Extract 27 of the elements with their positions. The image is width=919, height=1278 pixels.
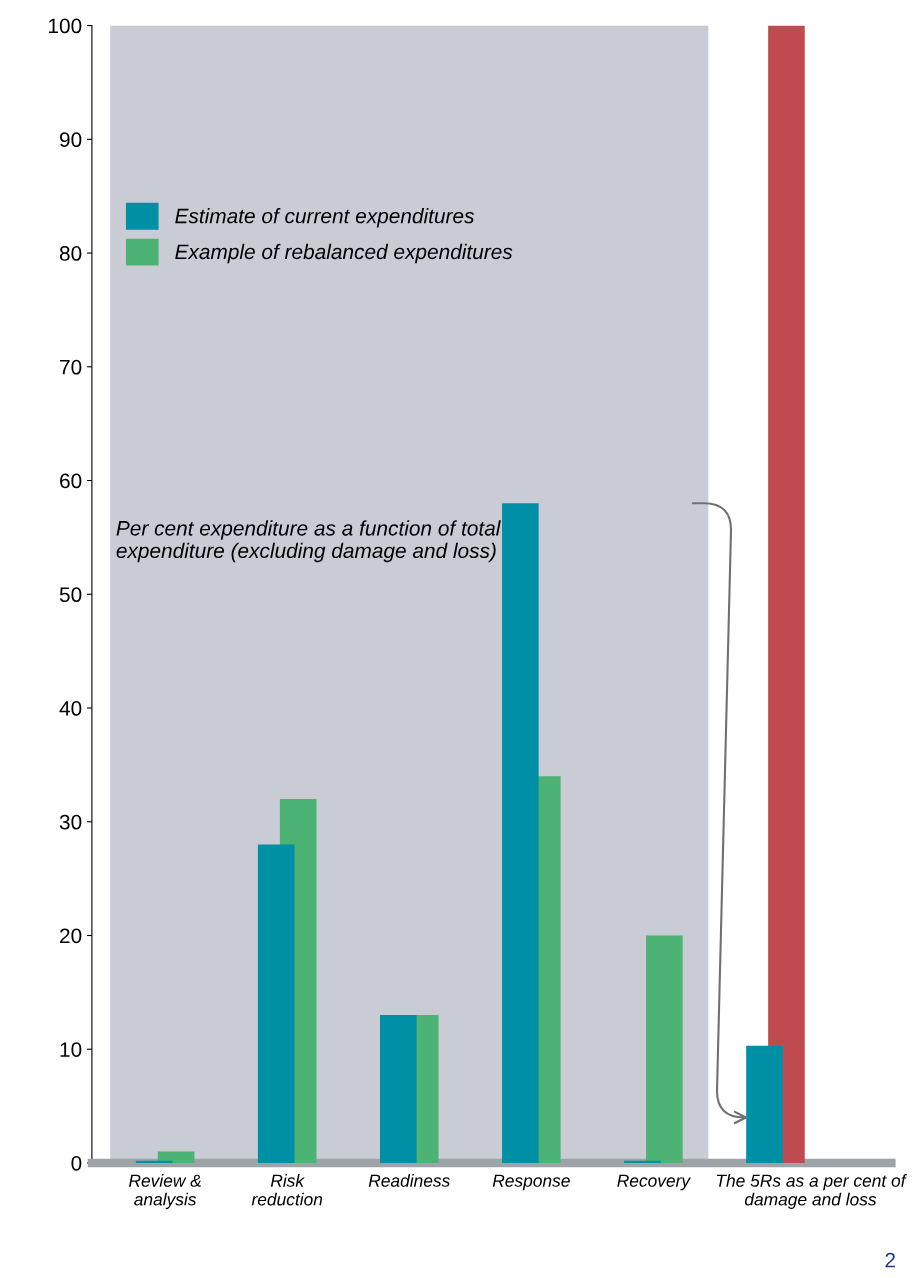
text: 2	[885, 1252, 895, 1268]
annotation: Per cent expenditure as a function of total expenditure (excluding damage and loss)	[116, 520, 501, 563]
y-tick-label: 0	[71, 1155, 82, 1171]
bar	[768, 25, 805, 1163]
y-tick-label: 100	[49, 18, 82, 34]
y-tick-label: 30	[59, 814, 82, 830]
x-tick-label: Readiness	[368, 1174, 450, 1187]
x-tick-label: Recovery	[617, 1174, 691, 1191]
legend-label: Estimate of current expenditures	[175, 208, 475, 228]
legend-label: Example of rebalanced expenditures	[175, 243, 513, 264]
y-tick-label: 90	[59, 132, 82, 148]
x-tick-label: The 5Rs as a per cent of damage and loss	[716, 1174, 908, 1209]
y-tick-label: 40	[59, 701, 82, 716]
y-tick-label: 50	[59, 587, 82, 603]
y-tick-label: 70	[60, 359, 82, 375]
x-tick-label: Risk reduction	[251, 1174, 323, 1206]
bar	[502, 503, 539, 1163]
x-tick-label: Review & analysis	[129, 1174, 201, 1209]
y-tick-label: 60	[60, 473, 82, 489]
bar	[257, 844, 295, 1163]
bar	[746, 1045, 783, 1163]
bar	[379, 1015, 417, 1163]
y-tick-label: 80	[59, 246, 82, 261]
y-tick-label: 20	[60, 928, 82, 944]
bar	[646, 935, 683, 1163]
x-tick-label: Response	[492, 1174, 570, 1191]
y-tick-label: 10	[60, 1042, 82, 1057]
